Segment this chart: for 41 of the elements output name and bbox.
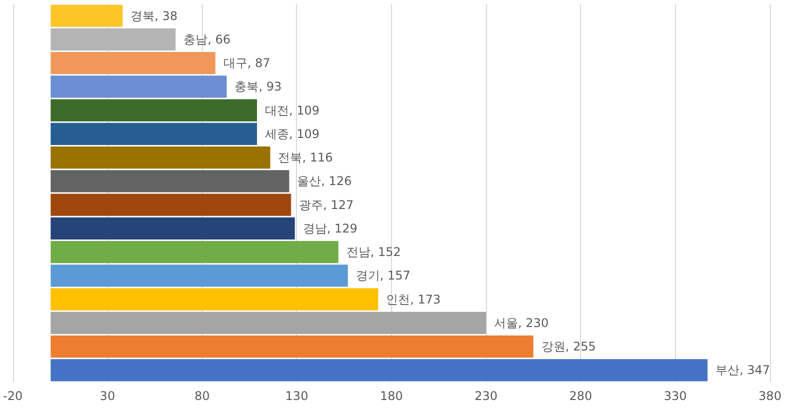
data-label: 충북, 93 — [234, 80, 282, 94]
data-label: 인천, 173 — [386, 292, 441, 306]
bar — [50, 264, 348, 287]
data-label: 대구, 87 — [223, 56, 270, 70]
data-label: 경남, 129 — [302, 221, 358, 236]
data-label: 전남, 152 — [346, 245, 401, 260]
bar — [50, 146, 270, 169]
data-label: 경기, 157 — [356, 268, 410, 283]
data-label: 광주, 127 — [299, 198, 354, 212]
data-label: 대전, 109 — [264, 103, 320, 118]
x-tick-label: 80 — [194, 389, 210, 403]
x-tick-label: 30 — [100, 389, 116, 403]
data-label: 전북, 116 — [278, 150, 333, 165]
bar — [50, 194, 292, 216]
x-tick-label: 330 — [664, 389, 687, 403]
bar — [50, 312, 486, 334]
bar — [50, 335, 534, 358]
x-tick-label: 230 — [474, 389, 498, 403]
data-label: 강원, 255 — [541, 340, 596, 354]
x-tick-label: 130 — [285, 389, 308, 403]
bar — [50, 52, 216, 74]
bar — [50, 99, 257, 122]
bar — [50, 240, 338, 264]
data-label: 부산, 347 — [716, 363, 770, 378]
data-label: 경북, 38 — [130, 8, 178, 23]
bar — [50, 359, 708, 382]
x-tick-label: 380 — [758, 389, 782, 403]
x-tick-label: -20 — [2, 389, 23, 403]
bar — [50, 288, 378, 310]
bar — [50, 76, 227, 98]
bar — [50, 217, 295, 240]
data-label: 세종, 109 — [264, 126, 320, 141]
bar — [50, 28, 176, 51]
bar — [50, 4, 123, 27]
data-label: 서울, 230 — [494, 316, 549, 330]
bar — [50, 122, 257, 146]
x-tick-label: 280 — [569, 389, 592, 403]
data-label: 충남, 66 — [184, 32, 231, 46]
x-tick-label: 180 — [380, 389, 403, 403]
data-label: 울산, 126 — [297, 174, 352, 188]
bar — [50, 170, 290, 192]
